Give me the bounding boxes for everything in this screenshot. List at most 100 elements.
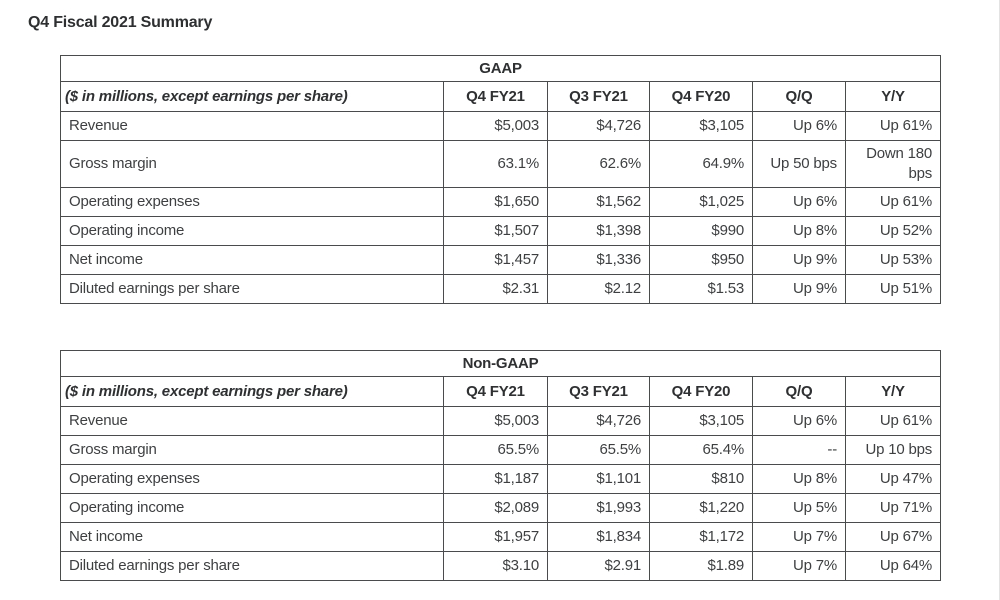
cell-value: $1,650 [443, 187, 548, 217]
cell-value: $1,957 [443, 522, 548, 552]
table-row: Operating expenses $1,187 $1,101 $810 Up 8% U… [60, 464, 942, 494]
table-title-row: Non-GAAP [59, 350, 942, 377]
column-header-q3fy21: Q3 FY21 [547, 81, 650, 112]
cell-value: Up 47% [844, 464, 942, 494]
table-row: Operating expenses $1,650 $1,562 $1,025 Up 6… [60, 187, 942, 217]
cell-value: $3,105 [649, 406, 753, 436]
cell-value: Up 10 bps [844, 435, 942, 465]
non-gaap-table-body: Revenue $5,003 $4,726 $3,105 Up 6% Up 61% Gros… [60, 406, 942, 581]
cell-value: $1,025 [649, 187, 753, 217]
cell-value: $1,507 [443, 216, 548, 246]
cell-value: 63.1% [443, 140, 548, 188]
cell-value: $810 [649, 464, 753, 494]
cell-value: Up 6% [752, 406, 846, 436]
column-header-row: ($ in millions, except earnings per shar… [60, 81, 942, 112]
row-label: Revenue [60, 406, 444, 436]
column-header-row: ($ in millions, except earnings per shar… [60, 376, 942, 407]
column-header-q4fy21: Q4 FY21 [443, 81, 548, 112]
column-header-units: ($ in millions, except earnings per shar… [60, 376, 444, 407]
table-title: GAAP [59, 55, 942, 82]
cell-value: 65.4% [649, 435, 753, 465]
row-label: Diluted earnings per share [60, 551, 444, 581]
page-title: Q4 Fiscal 2021 Summary [28, 14, 213, 31]
cell-value: $3.10 [443, 551, 548, 581]
cell-value: Up 61% [844, 187, 942, 217]
cell-value: $950 [649, 245, 753, 275]
row-label: Operating income [60, 493, 444, 523]
table-row: Diluted earnings per share $2.31 $2.12 $1.5… [60, 274, 942, 304]
cell-value: $1,101 [547, 464, 650, 494]
cell-value: $2.91 [547, 551, 650, 581]
row-label: Operating income [60, 216, 444, 246]
row-label: Diluted earnings per share [60, 274, 444, 304]
cell-value: $990 [649, 216, 753, 246]
cell-value: $1,834 [547, 522, 650, 552]
cell-value: Up 51% [844, 274, 942, 304]
row-label: Operating expenses [60, 187, 444, 217]
cell-value: 65.5% [547, 435, 650, 465]
column-header-q4fy20: Q4 FY20 [649, 376, 753, 407]
cell-value: Up 6% [752, 111, 846, 141]
cell-value: $5,003 [443, 406, 548, 436]
table-row: Gross margin 63.1% 62.6% 64.9% Up 50 bps Down… [60, 140, 942, 188]
cell-value: 64.9% [649, 140, 753, 188]
cell-value: $1,562 [547, 187, 650, 217]
cell-value: Up 6% [752, 187, 846, 217]
table-row: Revenue $5,003 $4,726 $3,105 Up 6% Up 61% [60, 406, 942, 436]
row-label: Revenue [60, 111, 444, 141]
cell-value: $1,220 [649, 493, 753, 523]
cell-value: Up 67% [844, 522, 942, 552]
column-header-q4fy21: Q4 FY21 [443, 376, 548, 407]
table-row: Diluted earnings per share $3.10 $2.91 $1.8… [60, 551, 942, 581]
column-header-yy: Y/Y [844, 81, 942, 112]
cell-value: Up 52% [844, 216, 942, 246]
cell-value: Up 71% [844, 493, 942, 523]
column-header-qq: Q/Q [752, 81, 846, 112]
table-row: Gross margin 65.5% 65.5% 65.4% -- Up 10 bps [60, 435, 942, 465]
cell-value: Up 8% [752, 464, 846, 494]
cell-value: $4,726 [547, 111, 650, 141]
cell-value: Up 9% [752, 245, 846, 275]
cell-value: 62.6% [547, 140, 650, 188]
cell-value: Up 53% [844, 245, 942, 275]
cell-value: $2.31 [443, 274, 548, 304]
cell-value: Up 8% [752, 216, 846, 246]
row-label: Gross margin [60, 435, 444, 465]
cell-value: $5,003 [443, 111, 548, 141]
cell-value: Up 9% [752, 274, 846, 304]
table-row: Net income $1,457 $1,336 $950 Up 9% Up 53% [60, 245, 942, 275]
cell-value: $1,457 [443, 245, 548, 275]
cell-value: Up 61% [844, 111, 942, 141]
gaap-table-body: Revenue $5,003 $4,726 $3,105 Up 6% Up 61% Gros… [60, 111, 942, 304]
cell-value: 65.5% [443, 435, 548, 465]
non-gaap-summary-table: Non-GAAP ($ in millions, except earnings… [59, 350, 942, 581]
cell-value: -- [752, 435, 846, 465]
cell-value: $3,105 [649, 111, 753, 141]
cell-value: Up 7% [752, 551, 846, 581]
table-row: Net income $1,957 $1,834 $1,172 Up 7% Up 67% [60, 522, 942, 552]
cell-value: $1,172 [649, 522, 753, 552]
cell-value: $1,336 [547, 245, 650, 275]
cell-value: Up 50 bps [752, 140, 846, 188]
column-header-q4fy20: Q4 FY20 [649, 81, 753, 112]
cell-value: $1,398 [547, 216, 650, 246]
cell-value: Up 5% [752, 493, 846, 523]
cell-value: $4,726 [547, 406, 650, 436]
row-label: Gross margin [60, 140, 444, 188]
column-header-yy: Y/Y [844, 376, 942, 407]
cell-value: Down 180 bps [844, 140, 942, 188]
table-title: Non-GAAP [59, 350, 942, 377]
table-title-row: GAAP [59, 55, 942, 82]
cell-value: $2,089 [443, 493, 548, 523]
cell-value: Up 61% [844, 406, 942, 436]
column-header-q3fy21: Q3 FY21 [547, 376, 650, 407]
column-header-units: ($ in millions, except earnings per shar… [60, 81, 444, 112]
row-label: Operating expenses [60, 464, 444, 494]
cell-value: Up 64% [844, 551, 942, 581]
table-row: Operating income $2,089 $1,993 $1,220 Up 5% U… [60, 493, 942, 523]
table-row: Revenue $5,003 $4,726 $3,105 Up 6% Up 61% [60, 111, 942, 141]
cell-value: $1.53 [649, 274, 753, 304]
table-row: Operating income $1,507 $1,398 $990 Up 8% Up … [60, 216, 942, 246]
gaap-summary-table: GAAP ($ in millions, except earnings per… [59, 55, 942, 304]
